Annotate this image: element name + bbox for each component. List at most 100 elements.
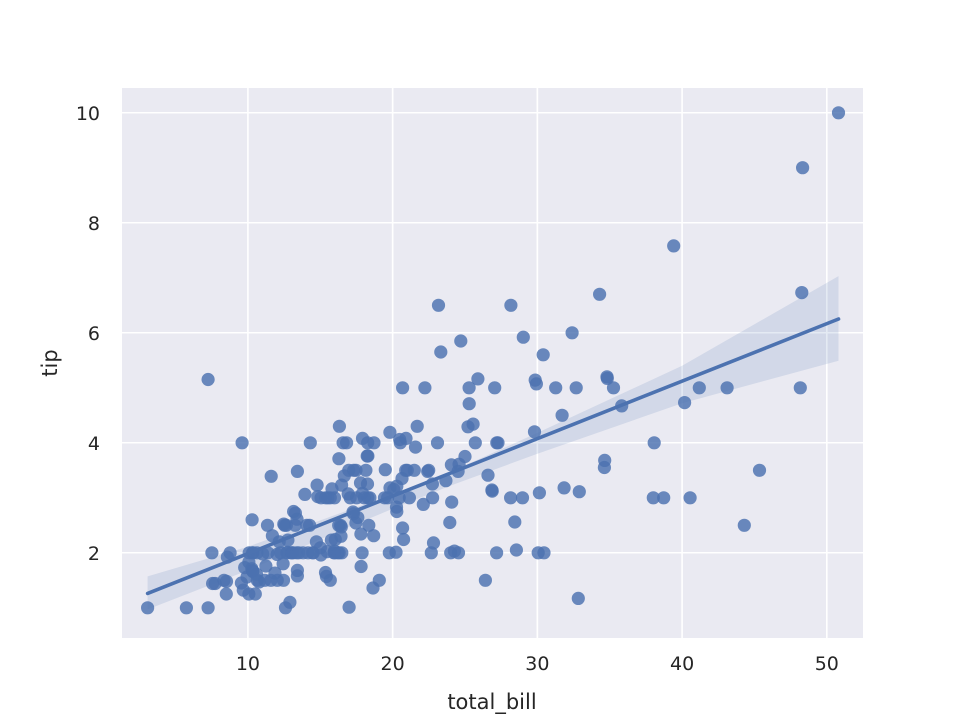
scatter-point <box>458 449 472 464</box>
scatter-point <box>367 529 381 543</box>
scatter-point <box>466 417 480 431</box>
scatter-point <box>363 491 377 505</box>
scatter-point <box>478 573 492 587</box>
scatter-point <box>600 371 614 385</box>
scatter-points <box>141 106 846 615</box>
scatter-point <box>646 491 660 505</box>
scatter-point <box>647 436 661 450</box>
scatter-point <box>737 518 751 532</box>
x-tick-label: 40 <box>670 653 694 675</box>
scatter-point <box>416 497 430 511</box>
scatter-point <box>283 595 297 609</box>
x-tick-label: 20 <box>381 653 405 675</box>
scatter-point <box>537 546 551 560</box>
scatter-point <box>355 546 369 560</box>
scatter-point <box>657 491 671 505</box>
x-tick-labels: 10 20 30 40 50 <box>236 653 839 675</box>
scatter-point <box>445 495 459 509</box>
scatter-point <box>667 239 681 253</box>
scatter-point <box>485 484 499 498</box>
scatter-point <box>571 591 585 606</box>
scatter-point <box>260 518 275 532</box>
scatter-point <box>310 478 324 492</box>
scatter-point <box>342 600 356 614</box>
scatter-point <box>141 601 155 615</box>
scatter-point <box>426 536 441 550</box>
scatter-point <box>683 491 697 505</box>
scatter-point <box>205 546 219 560</box>
scatter-point <box>557 481 571 495</box>
scatter-point <box>509 543 523 557</box>
scatter-point <box>360 477 375 491</box>
scatter-point <box>491 436 505 450</box>
x-axis-label: total_bill <box>447 690 536 715</box>
scatter-point <box>831 106 846 120</box>
scatter-point <box>372 573 386 587</box>
y-tick-label: 2 <box>88 543 100 565</box>
scatter-point <box>383 425 397 439</box>
regression-line <box>145 317 841 596</box>
scatter-point <box>720 381 734 395</box>
scatter-point <box>201 601 215 615</box>
scatter-point <box>396 521 410 535</box>
scatter-point <box>692 381 706 395</box>
scatter-point <box>536 348 550 362</box>
scatter-point <box>276 573 291 587</box>
scatter-point <box>598 453 612 467</box>
scatter-point <box>430 436 445 450</box>
scatter-point <box>504 298 518 312</box>
scatter-point <box>354 559 368 574</box>
scatter-point <box>389 545 403 559</box>
scatter-point <box>359 463 373 477</box>
scatter-point <box>516 330 530 344</box>
y-tick-label: 4 <box>88 433 100 455</box>
y-tick-label: 6 <box>88 323 100 345</box>
scatter-point <box>298 487 312 501</box>
scatter-point <box>290 464 304 478</box>
scatter-point <box>407 463 421 477</box>
scatter-point <box>796 161 810 175</box>
scatter-point <box>349 463 363 477</box>
scatter-point <box>323 573 337 587</box>
scatter-point <box>795 286 809 300</box>
scatter-point <box>422 463 436 477</box>
scatter-point <box>515 491 530 505</box>
scatter-point <box>504 491 518 505</box>
scatter-point <box>462 397 476 411</box>
scatter-point <box>434 345 448 359</box>
scatter-point <box>327 491 342 505</box>
scatter-point <box>569 381 583 395</box>
scatter-point <box>572 485 586 499</box>
scatter-point <box>223 546 237 560</box>
scatter-point <box>235 436 249 450</box>
scatter-point <box>179 601 193 615</box>
scatter-point <box>332 452 346 466</box>
scatter-point <box>443 515 457 530</box>
y-tick-label: 8 <box>88 213 100 235</box>
scatter-point <box>424 546 438 560</box>
scatter-point <box>593 287 607 301</box>
scatter-point <box>426 491 440 505</box>
plot-area <box>122 88 863 638</box>
scatter-point <box>408 440 423 454</box>
scatter-point <box>276 557 290 571</box>
scatter-point <box>290 569 304 583</box>
y-tick-labels: 2 4 6 8 10 <box>76 103 100 565</box>
scatter-point <box>418 381 432 395</box>
scatter-point <box>396 381 410 395</box>
x-tick-label: 30 <box>525 653 549 675</box>
scatter-point <box>532 486 547 500</box>
scatter-point <box>259 559 273 573</box>
scatter-point <box>527 425 542 439</box>
scatter-point <box>367 436 381 450</box>
scatter-point <box>451 546 466 560</box>
scatter-point <box>361 449 375 463</box>
scatter-point <box>402 491 416 505</box>
scatter-point <box>334 520 348 534</box>
scatter-point <box>219 587 233 601</box>
scatter-point <box>335 546 349 560</box>
y-axis-label: tip <box>38 349 62 376</box>
scatter-point <box>606 381 621 395</box>
scatter-point <box>351 510 365 525</box>
